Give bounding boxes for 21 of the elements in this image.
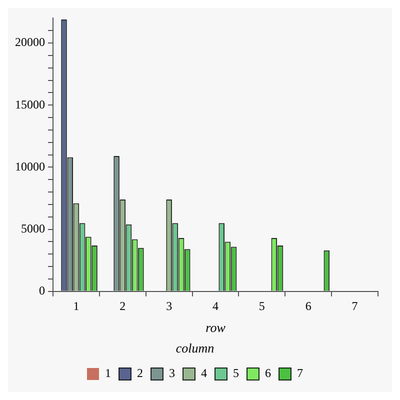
legend-label: 3 — [169, 366, 175, 380]
legend-label: 6 — [265, 366, 271, 380]
y-tick-label: 10000 — [15, 159, 45, 174]
legend-label: 1 — [105, 366, 111, 380]
legend-label: 4 — [201, 366, 207, 380]
x-axis-title: row — [206, 320, 226, 336]
legend-label: 7 — [297, 366, 303, 380]
x-tick-label: 7 — [352, 298, 358, 313]
x-tick-label: 2 — [120, 298, 126, 313]
y-tick-label: 15000 — [15, 97, 45, 112]
y-tick-label: 20000 — [15, 35, 45, 50]
x-tick-label: 3 — [166, 298, 172, 313]
x-tick-label: 6 — [305, 298, 312, 313]
y-tick-label: 0 — [39, 284, 45, 298]
legend-label: 5 — [233, 366, 239, 380]
legend-title: column — [176, 340, 214, 356]
x-tick-label: 1 — [73, 298, 80, 313]
y-tick-label: 5000 — [21, 221, 45, 236]
x-tick-label: 5 — [258, 298, 265, 313]
x-tick-label: 4 — [212, 298, 218, 313]
legend-label: 2 — [137, 366, 143, 380]
